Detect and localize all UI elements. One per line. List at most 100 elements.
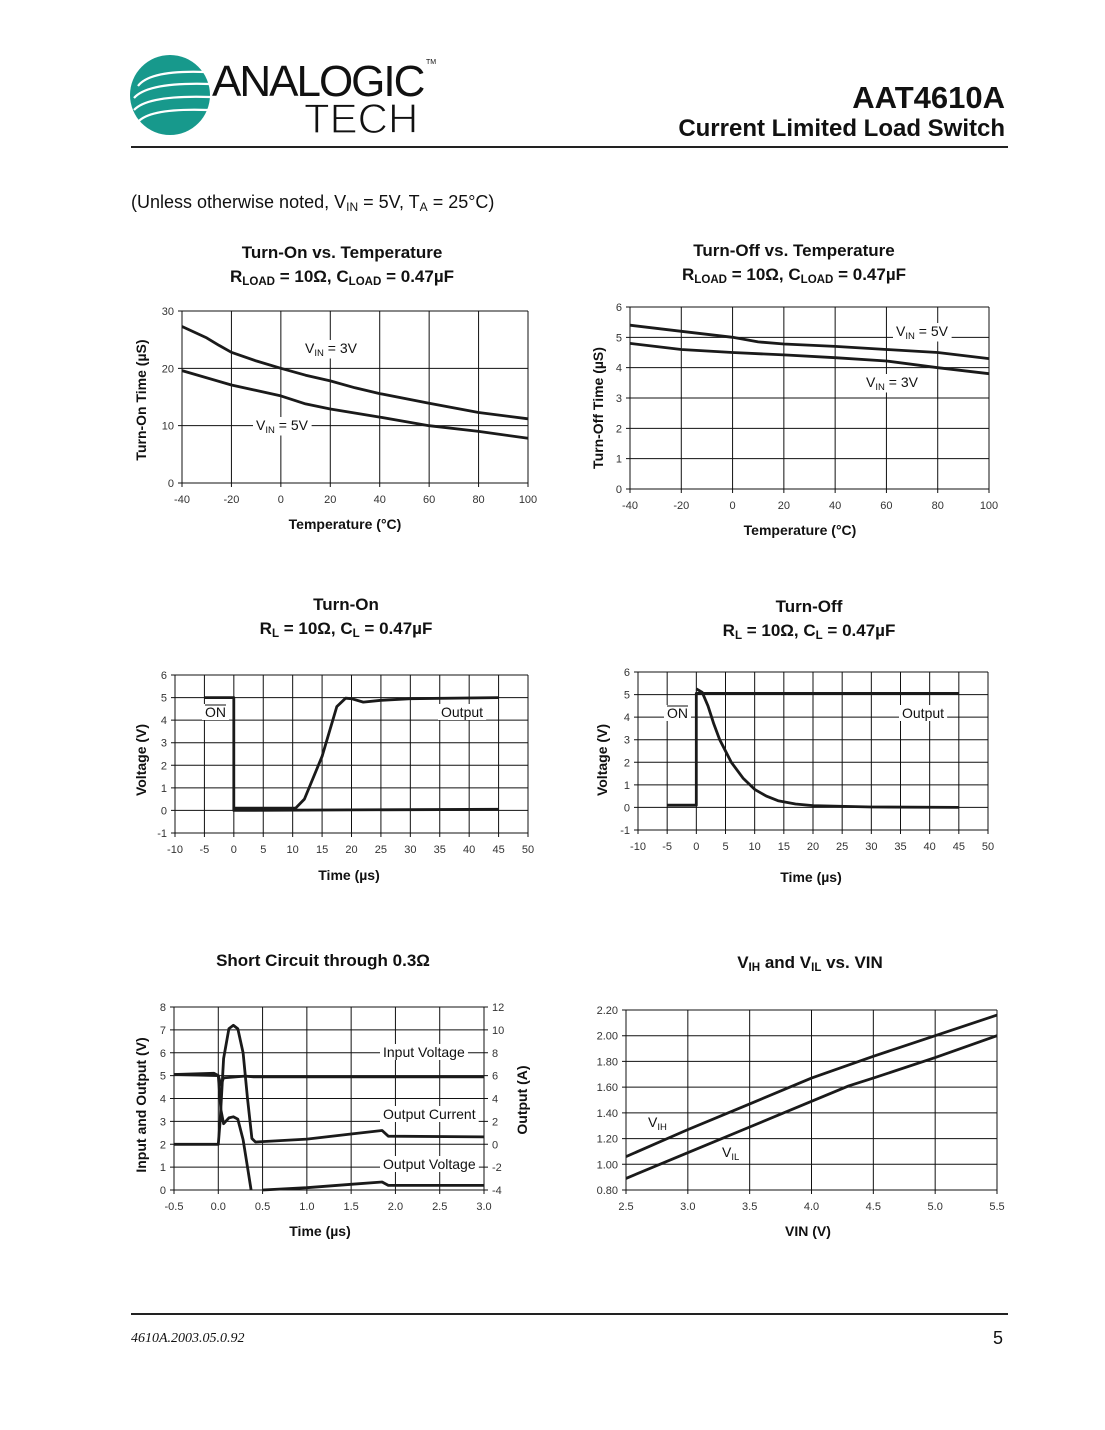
series-line-1 [173,1071,484,1087]
subscript: LOAD [242,276,275,288]
y-tick-label: 1 [624,780,630,792]
part-number: AAT4610A [852,80,1005,115]
series-label-background [380,1106,479,1122]
text-part: Input Voltage [383,1044,465,1060]
x-tick-label: 60 [423,494,435,506]
subscript: L [272,628,279,640]
text-part: = 5V [275,417,309,433]
x-tick-label: 40 [829,500,841,512]
y-tick-label: 0 [168,478,174,490]
series-label: ON [667,705,688,721]
document-subtitle: Current Limited Load Switch [678,115,1005,142]
series-line-2 [181,369,529,440]
x-tick-label: 15 [778,841,790,853]
x-tick-label: 20 [324,494,336,506]
text-part: = 0.47µF [833,265,906,284]
conditions-part: IN [346,200,359,214]
series-label-background [893,323,952,342]
x-tick-label: 45 [953,841,965,853]
text-part: V [305,340,315,356]
y-axis-title: Voltage (V) [594,724,610,796]
subscript: IL [811,962,821,974]
x-tick-label: 2.0 [388,1201,403,1213]
x-tick-label: 60 [880,500,892,512]
x-tick-label: 0.5 [255,1201,270,1213]
text-part: V [866,374,876,390]
y2-tick-label: 4 [492,1094,498,1106]
x-tick-label: 20 [345,844,357,856]
y-tick-label: 2 [624,757,630,769]
y-tick-label: 1.80 [597,1056,618,1068]
x-tick-label: 40 [463,844,475,856]
series-label-background [253,417,312,436]
conditions-part: (Unless otherwise noted, V [131,192,347,212]
series-label: VIN = 5V [256,417,309,436]
x-tick-label: 2.5 [432,1201,447,1213]
x-axis-title: Temperature (°C) [744,522,857,538]
series-label: VIN = 3V [866,374,919,393]
y-tick-label: 4 [616,363,622,375]
y-tick-label: 0 [161,805,167,817]
x-tick-label: 0 [231,844,237,856]
y-tick-label: 1.00 [597,1159,618,1171]
x-tick-label: 15 [316,844,328,856]
text-part: = 3V [885,374,919,390]
text-part: = 10Ω, C [279,619,353,638]
x-tick-label: 5.0 [928,1201,943,1213]
x-tick-label: 3.0 [680,1201,695,1213]
chart-title: VIH and VIL vs. VIN [737,953,883,974]
x-axis-title: Time (µs) [289,1223,351,1239]
subscript: LOAD [801,274,834,286]
y-tick-label: 4 [161,715,167,727]
y-tick-label: 6 [624,667,630,679]
x-tick-label: 10 [749,841,761,853]
x-tick-label: 0 [730,500,736,512]
conditions-part: = 25°C) [427,192,495,212]
x-tick-label: 50 [982,841,994,853]
text-part: = 0.47µF [381,267,454,286]
chart-subtitle: RL = 10Ω, CL = 0.47µF [723,621,896,642]
x-tick-label: 80 [472,494,484,506]
text-part: Output [902,705,944,721]
subscript: IL [731,1152,739,1163]
text-part: = 10Ω, C [742,621,816,640]
text-part: ON [205,704,226,720]
subscript: IN [265,425,275,436]
x-axis-title: VIN (V) [785,1223,831,1239]
x-tick-label: 45 [492,844,504,856]
y-tick-label: 2 [160,1139,166,1151]
x-tick-label: 4.5 [866,1201,881,1213]
x-tick-label: 20 [778,500,790,512]
text-part: V [737,953,749,972]
subscript: LOAD [349,276,382,288]
text-part: = 5V [915,323,949,339]
text-part: Turn-On vs. Temperature [242,243,443,262]
subscript: IN [875,382,885,393]
series-label-background [202,704,229,720]
x-tick-label: 25 [836,841,848,853]
x-tick-label: 0.0 [211,1201,226,1213]
y-tick-label: 1 [160,1162,166,1174]
logo: ANALOGIC TECH TM [130,55,436,143]
y-tick-label: 5 [616,332,622,344]
x-tick-label: -5 [662,841,672,853]
x-tick-label: -20 [223,494,239,506]
y-tick-label: 30 [162,306,174,318]
x-axis-title: Temperature (°C) [289,516,402,532]
y-tick-label: 1 [161,783,167,795]
y-tick-label: 0.80 [597,1185,618,1197]
x-tick-label: -5 [200,844,210,856]
subscript: IH [749,962,761,974]
y-axis-title: Voltage (V) [133,724,149,796]
x-tick-label: 1.5 [343,1201,358,1213]
text-part: R [260,619,272,638]
text-part: Turn-On [313,595,379,614]
x-tick-label: 0 [278,494,284,506]
text-part: R [682,265,694,284]
series-label-background [664,705,691,721]
logo-text-tech: TECH [304,95,418,142]
y-tick-label: 3 [160,1116,166,1128]
